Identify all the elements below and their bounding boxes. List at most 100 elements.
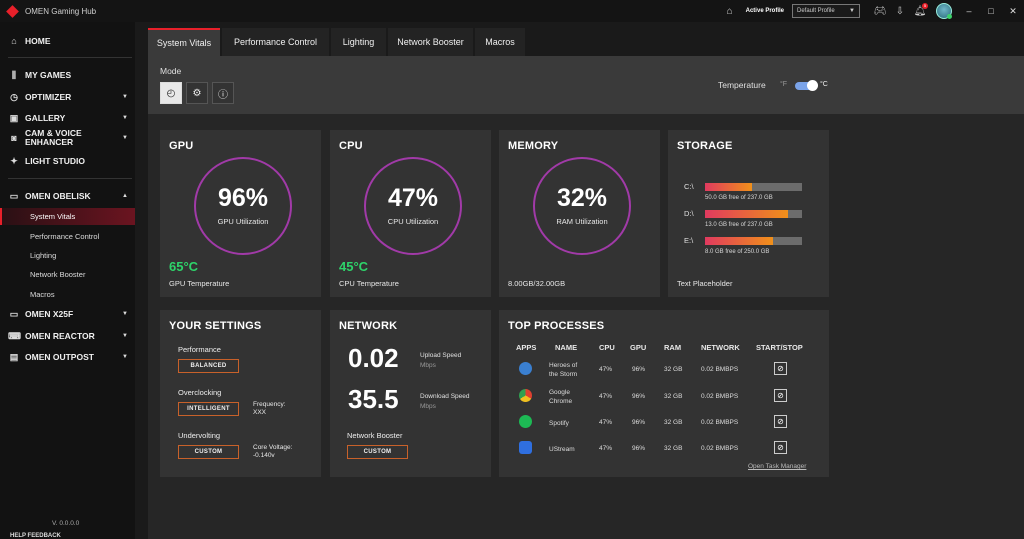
tab-lighting[interactable]: Lighting <box>331 28 386 56</box>
cpu-card: CPU 47% CPU Utilization 45°C CPU Tempera… <box>330 130 491 297</box>
temperature-unit-toggle[interactable] <box>795 80 818 91</box>
column-header-network: NETWORK <box>701 343 740 352</box>
performance-mode-button[interactable]: BALANCED <box>178 359 239 373</box>
open-task-manager-link[interactable]: Open Task Manager <box>748 463 807 470</box>
performance-label: Performance <box>178 345 221 354</box>
tab-bar: System Vitals Performance Control Lighti… <box>135 22 1024 56</box>
sidebar-item-omen-obelisk[interactable]: ▭ OMEN OBELISK ▲ <box>8 188 128 204</box>
process-gpu: 96% <box>632 419 646 426</box>
outpost-icon: ▤ <box>9 351 19 362</box>
memory-card: MEMORY 32% RAM Utilization 8.00GB/32.00G… <box>499 130 660 297</box>
network-booster-button[interactable]: CUSTOM <box>347 445 408 459</box>
stop-process-button[interactable]: ⊘ <box>774 415 787 428</box>
gpu-utilization-value: 96% <box>217 184 269 212</box>
stop-icon: ⊘ <box>777 443 784 452</box>
chevron-down-icon: ▼ <box>122 354 128 360</box>
monitor-icon: ▭ <box>9 308 19 319</box>
tab-network-booster[interactable]: Network Booster <box>388 28 473 56</box>
process-gpu: 96% <box>632 393 646 400</box>
sidebar-item-cam-voice[interactable]: ◙ CAM & VOICE ENHANCER ▼ <box>8 128 128 148</box>
drive-usage-bar <box>705 210 802 218</box>
info-icon: ⓘ <box>218 89 228 101</box>
drive-free-text: 13.0 GB free of 237.0 GB <box>705 222 773 228</box>
sidebar-subitem-network-booster[interactable]: Network Booster <box>30 270 86 279</box>
card-title: STORAGE <box>677 140 733 152</box>
mode-info-button[interactable]: ⓘ <box>212 82 234 104</box>
mode-settings-gauge-button[interactable]: ⚙ <box>186 82 208 104</box>
undervolting-mode-button[interactable]: CUSTOM <box>178 445 239 459</box>
storage-footer-text: Text Placeholder <box>677 279 733 288</box>
upload-speed-value: 0.02 <box>348 343 399 373</box>
sidebar-item-label-line1: CAM & VOICE <box>25 128 82 138</box>
mode-gauge-button[interactable]: ◴ <box>160 82 182 104</box>
sidebar-item-label: CAM & VOICE ENHANCER <box>25 129 82 147</box>
process-gpu: 96% <box>632 366 646 373</box>
stop-icon: ⊘ <box>777 417 784 426</box>
maximize-button[interactable]: □ <box>988 6 994 16</box>
card-title: YOUR SETTINGS <box>169 320 262 332</box>
tab-performance-control[interactable]: Performance Control <box>222 28 329 56</box>
sidebar-item-my-games[interactable]: ⫼ MY GAMES <box>8 67 128 83</box>
process-ram: 32 GB <box>664 393 683 400</box>
frequency-info: Frequency: XXX <box>253 401 286 417</box>
sidebar-item-light-studio[interactable]: ✦ LIGHT STUDIO <box>8 153 128 169</box>
memory-usage-text: 8.00GB/32.00GB <box>508 279 566 288</box>
chevron-down-icon: ▼ <box>122 134 128 141</box>
help-feedback-links[interactable]: HELP FEEDBACK <box>10 533 61 539</box>
process-cpu: 47% <box>599 366 613 373</box>
download-icon[interactable]: ⇩ <box>895 5 905 17</box>
sidebar-item-omen-outpost[interactable]: ▤ OMEN OUTPOST ▼ <box>8 349 128 365</box>
card-title: GPU <box>169 140 194 152</box>
upload-speed-info: Upload Speed Mbps <box>420 351 461 371</box>
sidebar-item-home[interactable]: ⌂ HOME <box>8 33 128 49</box>
sidebar-item-gallery[interactable]: ▣ GALLERY ▼ <box>8 110 128 126</box>
avatar[interactable] <box>936 3 952 19</box>
minimize-button[interactable]: – <box>966 6 972 16</box>
ram-utilization-label: RAM Utilization <box>556 217 608 226</box>
sidebar-item-label: OPTIMIZER <box>25 92 72 102</box>
process-network: 0.02 BMBPS <box>701 366 739 373</box>
profile-select[interactable]: Default Profile ▼ <box>792 4 860 18</box>
sidebar-item-optimizer[interactable]: ◷ OPTIMIZER ▼ <box>8 89 128 105</box>
sidebar: ⌂ HOME ⫼ MY GAMES ◷ OPTIMIZER ▼ ▣ GALLER… <box>0 22 135 539</box>
top-processes-card: TOP PROCESSES APPS NAME CPU GPU RAM NETW… <box>499 310 829 477</box>
chevron-down-icon: ▼ <box>122 94 128 100</box>
close-button[interactable]: ✕ <box>1009 5 1017 16</box>
column-header-apps: APPS <box>516 343 537 352</box>
sidebar-item-label: HOME <box>25 36 51 46</box>
cpu-temperature-label: CPU Temperature <box>339 279 399 288</box>
content-area: GPU 96% GPU Utilization 65°C GPU Tempera… <box>148 114 1024 539</box>
overclocking-mode-button[interactable]: INTELLIGENT <box>178 402 239 416</box>
stop-process-button[interactable]: ⊘ <box>774 362 787 375</box>
sidebar-item-omen-reactor[interactable]: ⌨ OMEN REACTOR ▼ <box>8 328 128 344</box>
ustream-icon <box>519 441 532 454</box>
ram-utilization-value: 32% <box>556 184 608 212</box>
sidebar-item-omen-x25f[interactable]: ▭ OMEN X25F ▼ <box>8 306 128 322</box>
chrome-icon <box>519 389 532 402</box>
upload-speed-label: Upload Speed <box>420 352 462 359</box>
gpu-utilization-ring: 96% GPU Utilization <box>194 157 292 255</box>
sidebar-subitem-performance-control[interactable]: Performance Control <box>30 232 100 241</box>
stop-icon: ⊘ <box>777 364 784 373</box>
stop-process-button[interactable]: ⊘ <box>774 441 787 454</box>
storage-card: STORAGE C:\ 50.0 GB free of 237.0 GB D:\… <box>668 130 829 297</box>
sidebar-subitem-macros[interactable]: Macros <box>30 290 55 299</box>
drive-usage-bar <box>705 183 802 191</box>
camera-icon: ◙ <box>11 132 17 143</box>
spotify-icon <box>519 415 532 428</box>
home-icon[interactable]: ⌂ <box>726 5 733 17</box>
table-row: UStream 47% 96% 32 GB 0.02 BMBPS ⊘ <box>499 437 829 463</box>
cpu-utilization-ring: 47% CPU Utilization <box>364 157 462 255</box>
library-icon: ⫼ <box>11 69 17 80</box>
notification-bell-icon[interactable]: 🔔︎ 5 <box>913 3 928 17</box>
process-network: 0.02 BMBPS <box>701 419 739 426</box>
process-name: UStream <box>549 446 575 453</box>
controller-icon[interactable]: 🎮︎ <box>873 5 887 17</box>
sidebar-subitem-system-vitals[interactable]: System Vitals <box>0 208 135 225</box>
stop-process-button[interactable]: ⊘ <box>774 389 787 402</box>
sidebar-subitem-lighting[interactable]: Lighting <box>30 251 57 260</box>
tab-macros[interactable]: Macros <box>475 28 525 56</box>
column-header-name: NAME <box>555 343 578 352</box>
drive-label: E:\ <box>684 236 694 245</box>
tab-system-vitals[interactable]: System Vitals <box>148 28 220 56</box>
